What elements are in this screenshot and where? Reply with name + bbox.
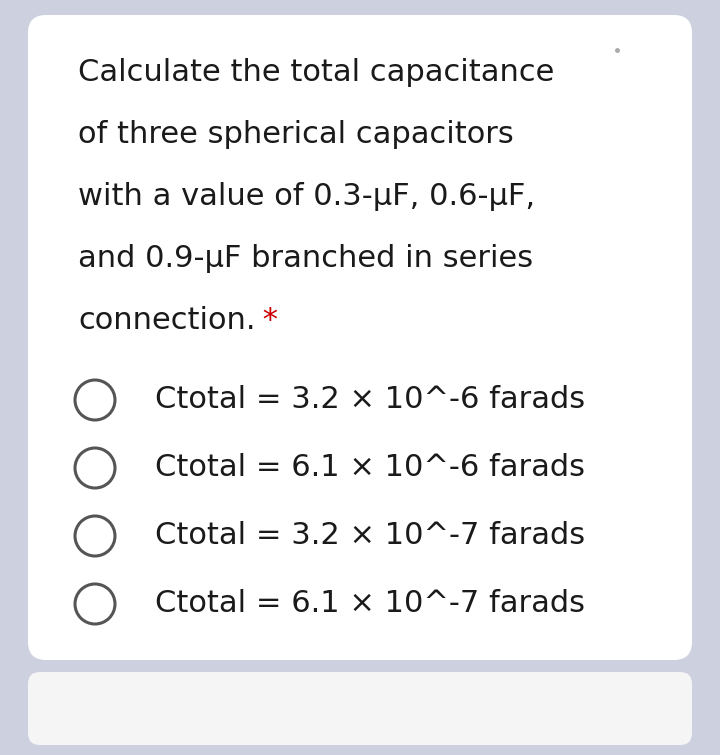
Text: connection.: connection. — [78, 306, 256, 335]
Text: and 0.9-μF branched in series: and 0.9-μF branched in series — [78, 244, 533, 273]
Text: Ctotal = 3.2 × 10^-6 farads: Ctotal = 3.2 × 10^-6 farads — [155, 386, 585, 414]
Ellipse shape — [75, 584, 115, 624]
Text: with a value of 0.3-μF, 0.6-μF,: with a value of 0.3-μF, 0.6-μF, — [78, 182, 535, 211]
Ellipse shape — [75, 516, 115, 556]
Text: Ctotal = 3.2 × 10^-7 farads: Ctotal = 3.2 × 10^-7 farads — [155, 522, 585, 550]
FancyBboxPatch shape — [28, 672, 692, 745]
Text: Ctotal = 6.1 × 10^-6 farads: Ctotal = 6.1 × 10^-6 farads — [155, 454, 585, 482]
Text: of three spherical capacitors: of three spherical capacitors — [78, 120, 514, 149]
Text: Ctotal = 6.1 × 10^-7 farads: Ctotal = 6.1 × 10^-7 farads — [155, 590, 585, 618]
Ellipse shape — [75, 380, 115, 420]
Ellipse shape — [75, 448, 115, 488]
Text: Calculate the total capacitance: Calculate the total capacitance — [78, 58, 554, 87]
FancyBboxPatch shape — [28, 15, 692, 660]
Text: *: * — [253, 306, 278, 335]
